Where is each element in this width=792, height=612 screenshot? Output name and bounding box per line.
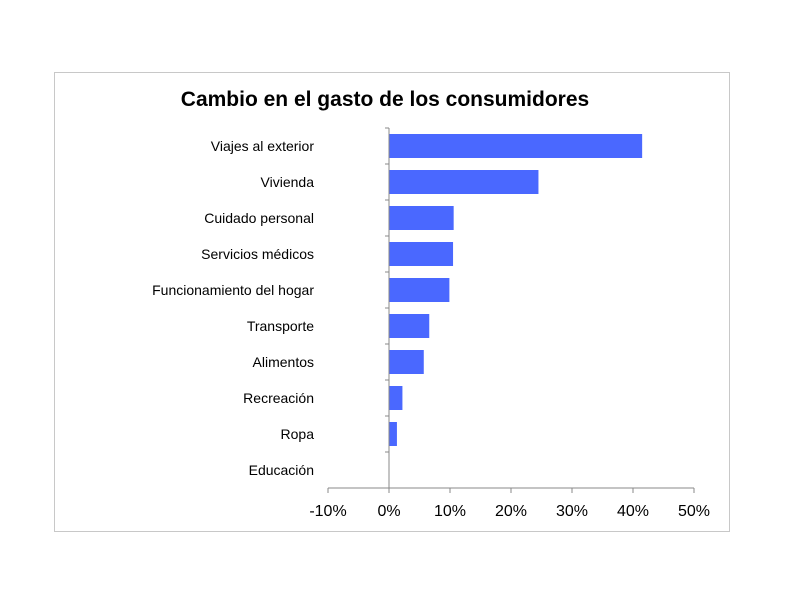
- category-label: Ropa: [281, 426, 315, 442]
- category-label: Alimentos: [253, 354, 314, 370]
- x-tick-label: 30%: [556, 503, 588, 520]
- x-tick-label: 50%: [678, 503, 710, 520]
- bar-7: [389, 350, 424, 374]
- bar-chart: Cambio en el gasto de los consumidores V…: [152, 88, 710, 520]
- x-tick-label: -10%: [309, 503, 346, 520]
- bar-2: [389, 170, 539, 194]
- category-label: Educación: [249, 462, 314, 478]
- category-label: Viajes al exterior: [211, 138, 315, 154]
- bar-3: [389, 206, 454, 230]
- category-label: Recreación: [243, 390, 314, 406]
- bar-9: [389, 422, 397, 446]
- category-label: Cuidado personal: [204, 210, 314, 226]
- x-tick-label: 0%: [377, 503, 400, 520]
- bars-layer: [389, 134, 643, 446]
- category-label: Transporte: [247, 318, 314, 334]
- axes-layer: [327, 127, 695, 493]
- category-label: Funcionamiento del hogar: [152, 282, 314, 298]
- category-label: Vivienda: [261, 174, 315, 190]
- x-tick-label: 40%: [617, 503, 649, 520]
- bar-8: [389, 386, 403, 410]
- category-labels: Viajes al exterior Vivienda Cuidado person…: [152, 138, 314, 478]
- x-tick-label: 10%: [434, 503, 466, 520]
- bar-6: [389, 314, 430, 338]
- bar-5: [389, 278, 450, 302]
- bar-4: [389, 242, 454, 266]
- x-tick-labels: -10% 0% 10% 20% 30% 40% 50%: [309, 503, 710, 520]
- bar-1: [389, 134, 643, 158]
- x-tick-label: 20%: [495, 503, 527, 520]
- chart-frame: Cambio en el gasto de los consumidores V…: [54, 72, 730, 532]
- category-label: Servicios médicos: [201, 246, 314, 262]
- chart-title: Cambio en el gasto de los consumidores: [181, 88, 589, 111]
